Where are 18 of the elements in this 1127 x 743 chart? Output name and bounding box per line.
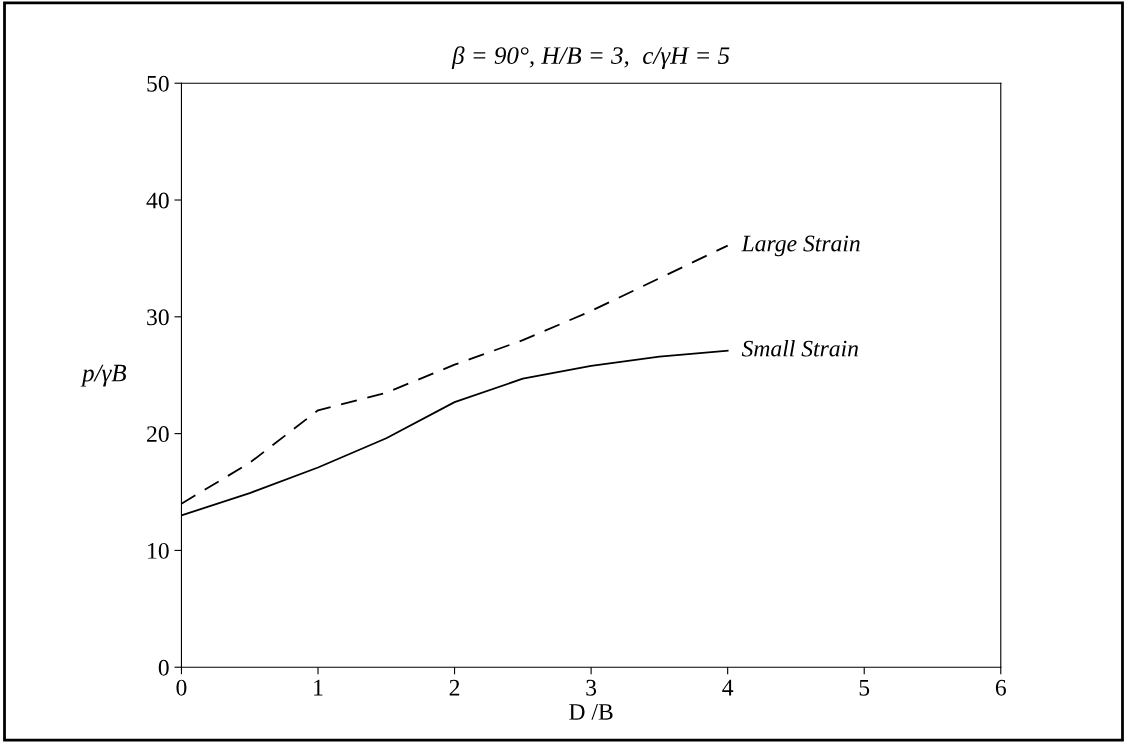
x-tick-label: 4 [722, 679, 734, 696]
x-tick-label: 5 [859, 679, 870, 696]
x-tick-label: 2 [449, 679, 460, 696]
y-tick-label: 10 [148, 542, 169, 559]
x-tick-label: 6 [995, 679, 1006, 696]
y-tick-label: 50 [147, 75, 169, 92]
y-tick-label: 40 [146, 192, 169, 209]
y-axis-title: p/γB [80, 364, 127, 387]
y-tick-label: 30 [147, 309, 169, 326]
chart-title: β = 90°, H/B = 3, c/γH = 5 [451, 46, 730, 70]
x-tick-label: 1 [314, 679, 323, 696]
x-tick-label: 0 [176, 679, 187, 696]
y-tick-label: 20 [147, 426, 169, 443]
series-label: Large Strain [741, 235, 860, 257]
series-label: Small Strain [741, 339, 858, 357]
x-tick-label: 3 [586, 679, 597, 696]
y-tick-label: 0 [158, 659, 169, 676]
x-axis-title: D /B [569, 704, 613, 720]
